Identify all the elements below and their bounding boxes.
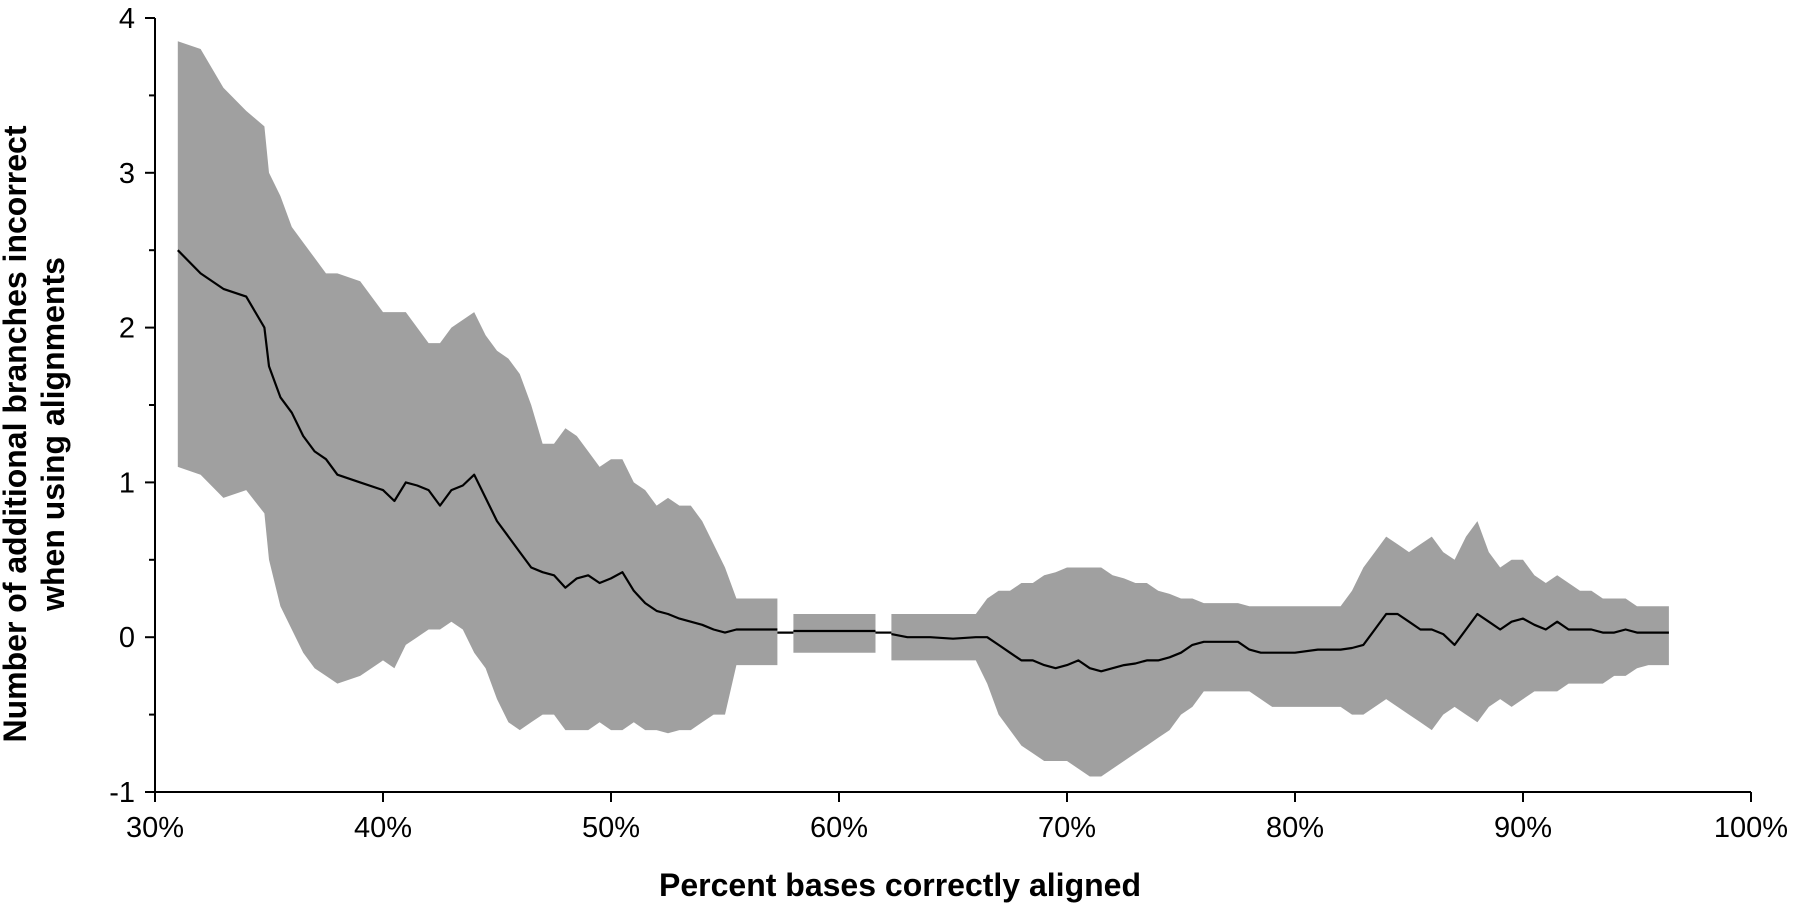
- x-tick-label: 50%: [582, 812, 640, 844]
- x-tick-layer: 30% 40% 50% 60% 70% 80% 90% 100%: [126, 792, 1788, 844]
- x-tick-label: 80%: [1266, 812, 1324, 844]
- x-tick-label: 30%: [126, 812, 184, 844]
- y-axis-title-line-1: Number of additional branches incorrect: [0, 125, 33, 742]
- confidence-band-segment-3: [793, 614, 876, 653]
- band-layer: [177, 41, 1669, 777]
- x-tick-label: 40%: [354, 812, 412, 844]
- x-tick-label: 100%: [1714, 812, 1788, 844]
- x-axis-title: Percent bases correctly aligned: [659, 867, 1141, 903]
- confidence-band-segment-5: [891, 521, 1669, 777]
- y-tick-label: 1: [119, 467, 135, 499]
- x-tick-label: 70%: [1038, 812, 1096, 844]
- y-tick-label: 3: [119, 158, 135, 190]
- mean-line-segment-5: [891, 612, 1669, 673]
- y-tick-label: 4: [119, 3, 135, 35]
- y-tick-label: -1: [109, 777, 135, 809]
- mean-line-layer: [177, 249, 1669, 673]
- x-tick-label: 90%: [1494, 812, 1552, 844]
- mean-line-segment-1: [177, 249, 778, 634]
- confidence-band-segment-1: [177, 41, 778, 734]
- y-tick-layer: -1 0 1 2 3 4: [109, 3, 155, 809]
- y-axis-title-line-2: when using alignments: [35, 257, 71, 612]
- y-tick-label: 2: [119, 313, 135, 345]
- x-tick-label: 60%: [810, 812, 868, 844]
- y-tick-label: 0: [119, 622, 135, 654]
